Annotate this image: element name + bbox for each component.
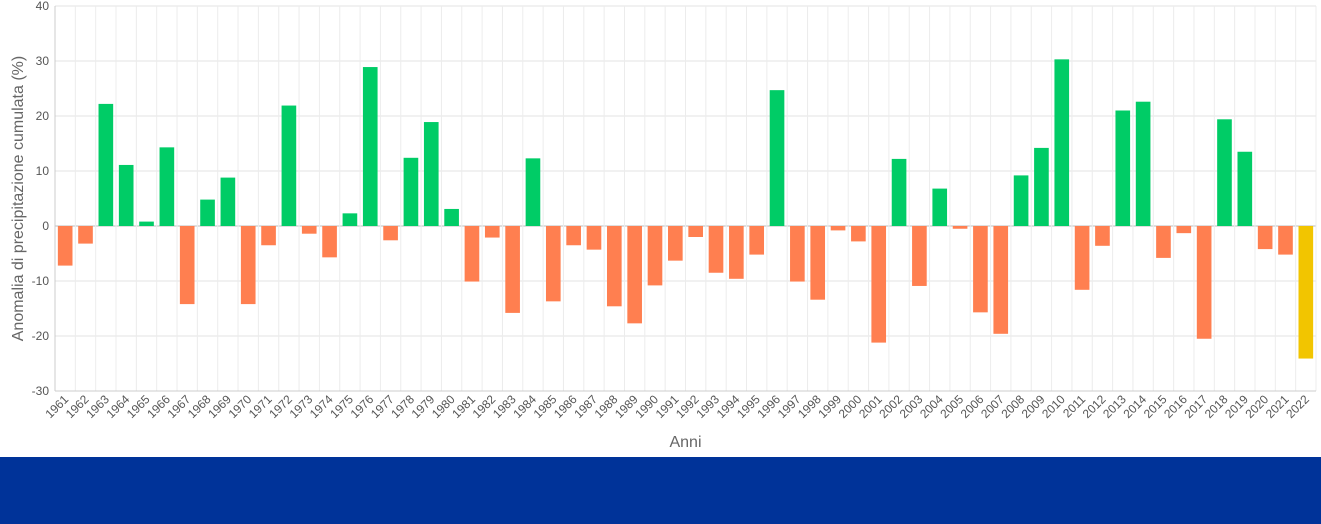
bar-1969 — [220, 177, 236, 226]
bar-1978 — [403, 157, 419, 226]
bar-2012 — [1095, 226, 1110, 246]
bar-2011 — [1074, 226, 1090, 290]
chart-area: -30 -20 -10 0 10 20 30 40 1961 1962 1963 1964 1965 19… — [10, 0, 1317, 451]
bar-1979 — [423, 122, 439, 226]
bar-2018 — [1217, 119, 1232, 226]
bar-2015 — [1156, 226, 1171, 258]
bar-1997 — [790, 226, 805, 282]
bar-2007 — [993, 226, 1009, 334]
bar-1994 — [729, 226, 744, 279]
x-axis-title: Anni — [669, 434, 701, 451]
bar-2021 — [1278, 226, 1293, 255]
bar-1980 — [444, 208, 459, 226]
bar-1977 — [383, 226, 398, 241]
bar-2014 — [1135, 101, 1151, 226]
y-axis-title: Anomalia di precipitazione cumulata (%) — [10, 56, 27, 341]
bar-1995 — [749, 226, 765, 255]
bar-1983 — [505, 226, 520, 313]
bar-1968 — [200, 199, 215, 226]
bar-1999 — [830, 226, 846, 231]
bar-2003 — [912, 226, 927, 286]
grid-lines — [54, 5, 1317, 392]
bar-2017 — [1196, 226, 1212, 339]
bar-2004 — [932, 188, 948, 226]
bar-1963 — [98, 103, 114, 226]
bar-2000 — [851, 226, 866, 242]
y-tick-label: 20 — [36, 109, 50, 123]
x-tick-label: 2022 — [1283, 392, 1312, 421]
bar-1991 — [668, 226, 683, 261]
bar-2008 — [1013, 175, 1029, 226]
y-tick-label: 40 — [36, 0, 50, 13]
bar-1971 — [261, 226, 276, 246]
y-tick-label: 30 — [36, 54, 50, 68]
y-tick-label: -10 — [32, 274, 50, 288]
bar-2016 — [1176, 226, 1192, 234]
footer-band — [0, 457, 1321, 524]
bar-1989 — [627, 226, 642, 324]
bar-2009 — [1034, 147, 1049, 226]
bar-2006 — [973, 226, 988, 313]
bar-2022 — [1298, 226, 1314, 359]
bar-1993 — [708, 226, 724, 273]
bar-1985 — [545, 226, 561, 302]
bar-1982 — [484, 226, 500, 238]
bar-1961 — [57, 226, 73, 266]
bar-1992 — [688, 226, 703, 237]
bar-1981 — [464, 226, 480, 282]
bar-1984 — [525, 158, 541, 226]
bar-2001 — [871, 226, 887, 343]
bar-1972 — [281, 105, 297, 226]
bar-1976 — [362, 67, 378, 226]
bar-1974 — [322, 226, 337, 258]
bar-1966 — [159, 147, 175, 226]
bar-1970 — [240, 226, 256, 305]
bar-1987 — [586, 226, 602, 250]
bar-2002 — [891, 158, 907, 226]
axes: -30-20-100102030401961196219631964196519… — [32, 0, 1316, 421]
y-tick-label: 0 — [42, 219, 49, 233]
bar-1962 — [78, 226, 93, 244]
bar-2005 — [952, 226, 968, 229]
y-tick-label: -20 — [32, 329, 50, 343]
bar-2019 — [1237, 151, 1253, 226]
bar-2020 — [1257, 226, 1273, 250]
bar-1964 — [118, 164, 134, 226]
bar-2013 — [1115, 110, 1131, 226]
bar-1996 — [769, 90, 785, 227]
bars — [57, 59, 1314, 359]
bar-1973 — [301, 226, 317, 234]
bar-1967 — [179, 226, 195, 305]
bar-1990 — [647, 226, 663, 286]
y-tick-label: -30 — [32, 384, 50, 398]
bar-2010 — [1054, 59, 1070, 226]
y-tick-label: 10 — [36, 164, 50, 178]
bar-1965 — [139, 221, 154, 226]
bar-1986 — [566, 226, 581, 246]
bar-1975 — [342, 213, 358, 226]
bar-1998 — [810, 226, 826, 300]
bar-chart: -30-20-100102030401961196219631964196519… — [10, 0, 1317, 451]
bar-1988 — [606, 226, 622, 307]
